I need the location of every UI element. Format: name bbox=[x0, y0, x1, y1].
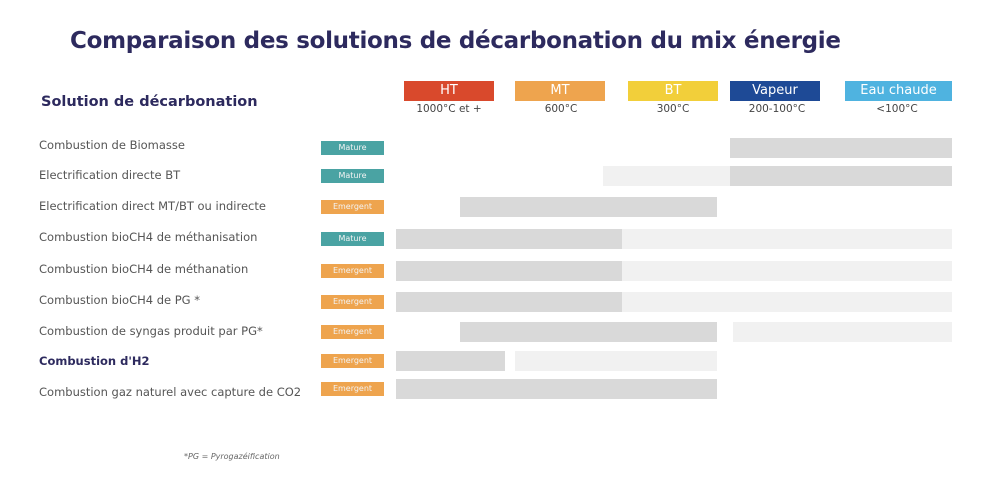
range-bar-dark bbox=[396, 229, 622, 249]
range-bar-dark bbox=[729, 138, 952, 158]
page-title: Comparaison des solutions de décarbonati… bbox=[70, 28, 841, 54]
row-label: Combustion bioCH4 de PG * bbox=[39, 293, 200, 307]
row-label: Combustion gaz naturel avec capture de C… bbox=[39, 385, 302, 399]
status-badge-emergent: Emergent bbox=[321, 354, 384, 368]
column-temperature: 200-100°C bbox=[748, 103, 806, 115]
column-temperature: <100°C bbox=[876, 103, 918, 115]
status-badge-emergent: Emergent bbox=[321, 295, 384, 309]
footnote: *PG = Pyrogazéification bbox=[184, 452, 280, 461]
solutions-heading: Solution de décarbonation bbox=[41, 94, 258, 110]
column-header-ht: HT bbox=[404, 81, 494, 101]
column-header-vapeur: Vapeur bbox=[730, 81, 820, 101]
row-label: Combustion de Biomasse bbox=[39, 138, 185, 152]
row-label: Electrification direct MT/BT ou indirect… bbox=[39, 199, 266, 213]
column-temperature: 1000°C et + bbox=[416, 103, 482, 115]
status-badge-mature: Mature bbox=[321, 232, 384, 246]
status-badge-mature: Mature bbox=[321, 169, 384, 183]
column-header-mt: MT bbox=[515, 81, 605, 101]
range-bar-dark bbox=[460, 197, 718, 217]
range-bar-light bbox=[602, 166, 730, 186]
range-bar-dark bbox=[729, 166, 952, 186]
range-bar-dark bbox=[396, 351, 505, 371]
range-bar-dark bbox=[460, 322, 718, 342]
row-label: Combustion bioCH4 de méthanation bbox=[39, 262, 249, 276]
status-badge-emergent: Emergent bbox=[321, 325, 384, 339]
row-label: Combustion d'H2 bbox=[39, 354, 150, 368]
range-bar-dark bbox=[396, 292, 622, 312]
column-header-bt: BT bbox=[628, 81, 718, 101]
status-badge-emergent: Emergent bbox=[321, 264, 384, 278]
range-bar-dark bbox=[396, 261, 622, 281]
range-bar-light bbox=[514, 351, 718, 371]
range-bar-light bbox=[732, 322, 952, 342]
column-temperature: 600°C bbox=[544, 103, 578, 115]
row-label: Combustion de syngas produit par PG* bbox=[39, 324, 263, 338]
column-header-eau-chaude: Eau chaude bbox=[845, 81, 952, 101]
range-bar-light bbox=[621, 229, 952, 249]
status-badge-emergent: Emergent bbox=[321, 200, 384, 214]
status-badge-emergent: Emergent bbox=[321, 382, 384, 396]
row-label: Electrification directe BT bbox=[39, 168, 181, 182]
range-bar-dark bbox=[396, 379, 718, 399]
column-temperature: 300°C bbox=[656, 103, 690, 115]
range-bar-light bbox=[621, 261, 952, 281]
range-bar-light bbox=[621, 292, 952, 312]
status-badge-mature: Mature bbox=[321, 141, 384, 155]
row-label: Combustion bioCH4 de méthanisation bbox=[39, 230, 258, 244]
